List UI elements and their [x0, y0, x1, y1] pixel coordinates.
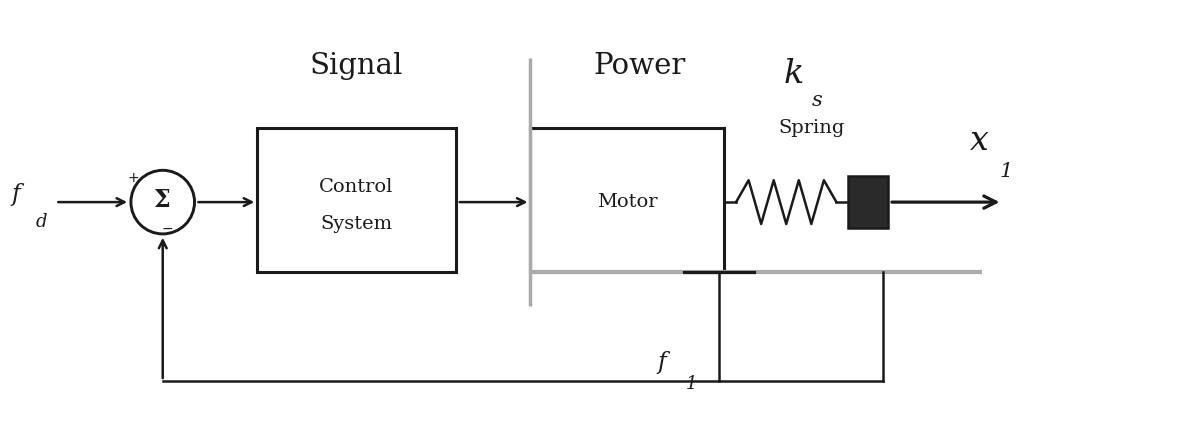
- Text: −: −: [162, 222, 173, 236]
- Text: Power: Power: [593, 52, 686, 80]
- Text: 1: 1: [685, 375, 697, 393]
- Bar: [849, 176, 888, 228]
- Text: System: System: [321, 215, 393, 233]
- Text: s: s: [811, 91, 822, 110]
- Text: Signal: Signal: [310, 52, 403, 80]
- Text: d: d: [35, 213, 47, 231]
- Bar: [531, 128, 724, 272]
- Bar: [257, 128, 456, 272]
- Text: x: x: [969, 125, 988, 157]
- Text: Control: Control: [320, 178, 394, 196]
- Text: Σ: Σ: [154, 188, 171, 212]
- Text: Spring: Spring: [779, 118, 845, 136]
- Text: f: f: [658, 351, 666, 374]
- Text: +: +: [127, 171, 139, 185]
- Text: k: k: [784, 58, 804, 90]
- Text: Motor: Motor: [597, 193, 658, 211]
- Text: 1: 1: [1000, 162, 1013, 181]
- Text: f: f: [12, 183, 20, 206]
